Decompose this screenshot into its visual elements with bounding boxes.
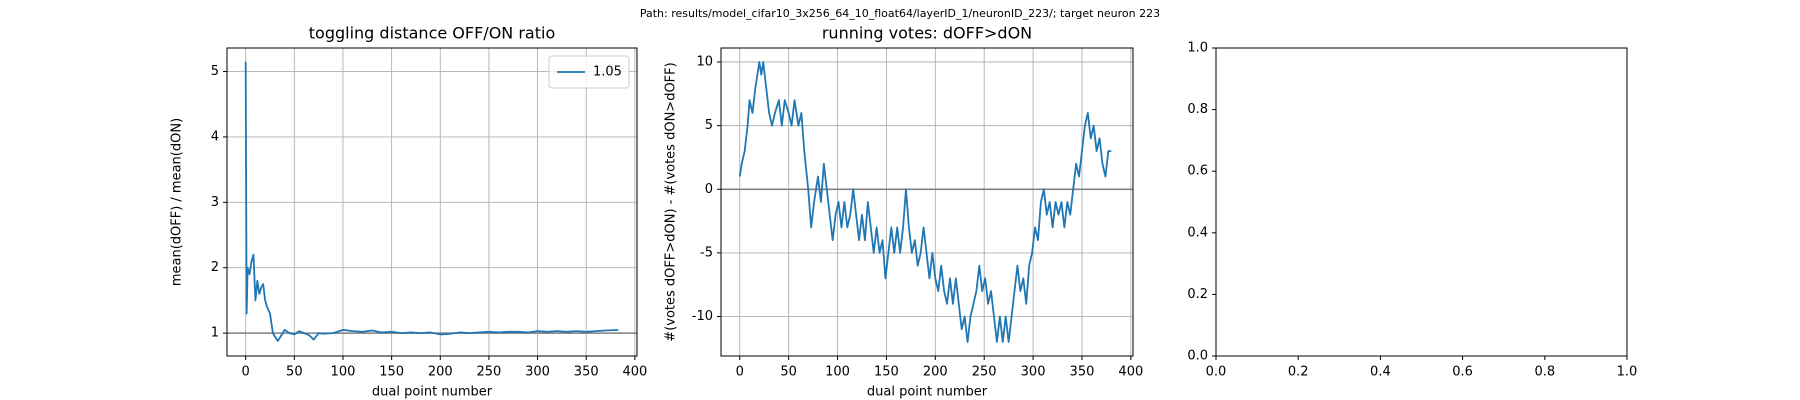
y-tick-label: 3	[211, 195, 219, 210]
x-tick-label: 0.2	[1288, 365, 1309, 380]
legend-label: 1.05	[593, 65, 622, 80]
x-tick-label: 200	[428, 365, 453, 380]
x-tick-label: 400	[1118, 365, 1143, 380]
x-tick-label: 1.0	[1617, 365, 1638, 380]
x-axis-label: dual point number	[867, 385, 988, 400]
y-tick-label: -10	[692, 309, 713, 324]
axes-frame	[720, 47, 1134, 357]
x-tick-label: 0	[736, 365, 744, 380]
x-tick-label: 150	[379, 365, 404, 380]
y-axis-label: #(votes dOFF>dON) - #(votes dON>dOFF)	[664, 62, 679, 341]
x-tick-label: 350	[574, 365, 599, 380]
y-tick-label: 2	[211, 260, 219, 275]
y-tick-label: 5	[211, 64, 219, 79]
data-line	[244, 61, 619, 342]
subplot-title: toggling distance OFF/ON ratio	[309, 24, 555, 43]
x-tick-label: 100	[331, 365, 356, 380]
x-tick-label: 250	[972, 365, 997, 380]
x-tick-label: 100	[825, 365, 850, 380]
x-tick-label: 200	[923, 365, 948, 380]
suptitle: Path: results/model_cifar10_3x256_64_10_…	[640, 7, 1160, 20]
y-tick-label: 10	[696, 55, 713, 70]
y-tick-label: 0.0	[1187, 349, 1208, 364]
y-axis-label: mean(dOFF) / mean(dON)	[170, 118, 185, 286]
x-axis-label: dual point number	[372, 385, 493, 400]
y-tick-label: 0	[705, 182, 713, 197]
y-tick-label: 1	[211, 326, 219, 341]
y-tick-label: 4	[211, 129, 219, 144]
subplot: 0 50 100 150 200 250 300 350 400 -10 -5 0 5 10 running…	[664, 24, 1144, 400]
x-tick-label: 400	[622, 365, 647, 380]
x-tick-label: 50	[780, 365, 797, 380]
x-tick-label: 0.6	[1452, 365, 1473, 380]
x-tick-label: 250	[477, 365, 502, 380]
y-tick-label: 0.6	[1187, 164, 1208, 179]
data-line	[738, 61, 1112, 343]
y-tick-label: 0.2	[1187, 287, 1208, 302]
x-tick-label: 0	[242, 365, 250, 380]
subplot-title: running votes: dOFF>dON	[822, 24, 1032, 43]
x-tick-label: 50	[286, 365, 303, 380]
y-tick-label: 0.8	[1187, 102, 1208, 117]
y-tick-label: 1.0	[1187, 41, 1208, 56]
subplot: 0.0 0.2 0.4 0.6 0.8 1.0 0.0 0.2 0.4 0.6 0.8 1.0	[1187, 41, 1637, 380]
x-tick-label: 0.8	[1534, 365, 1555, 380]
subplot: 0 50 100 150 200 250 300 350 400 1 2 3 4 5 toggling di…	[170, 24, 648, 400]
y-tick-label: 0.4	[1187, 225, 1208, 240]
y-tick-label: -5	[700, 245, 713, 260]
axes-frame	[226, 47, 638, 357]
x-tick-label: 150	[874, 365, 899, 380]
axes-frame	[1215, 47, 1628, 357]
x-tick-label: 350	[1070, 365, 1095, 380]
x-tick-label: 0.0	[1206, 365, 1227, 380]
legend-box	[548, 55, 630, 89]
x-tick-label: 0.4	[1370, 365, 1391, 380]
x-tick-label: 300	[1021, 365, 1046, 380]
x-tick-label: 300	[525, 365, 550, 380]
y-tick-label: 5	[705, 118, 713, 133]
